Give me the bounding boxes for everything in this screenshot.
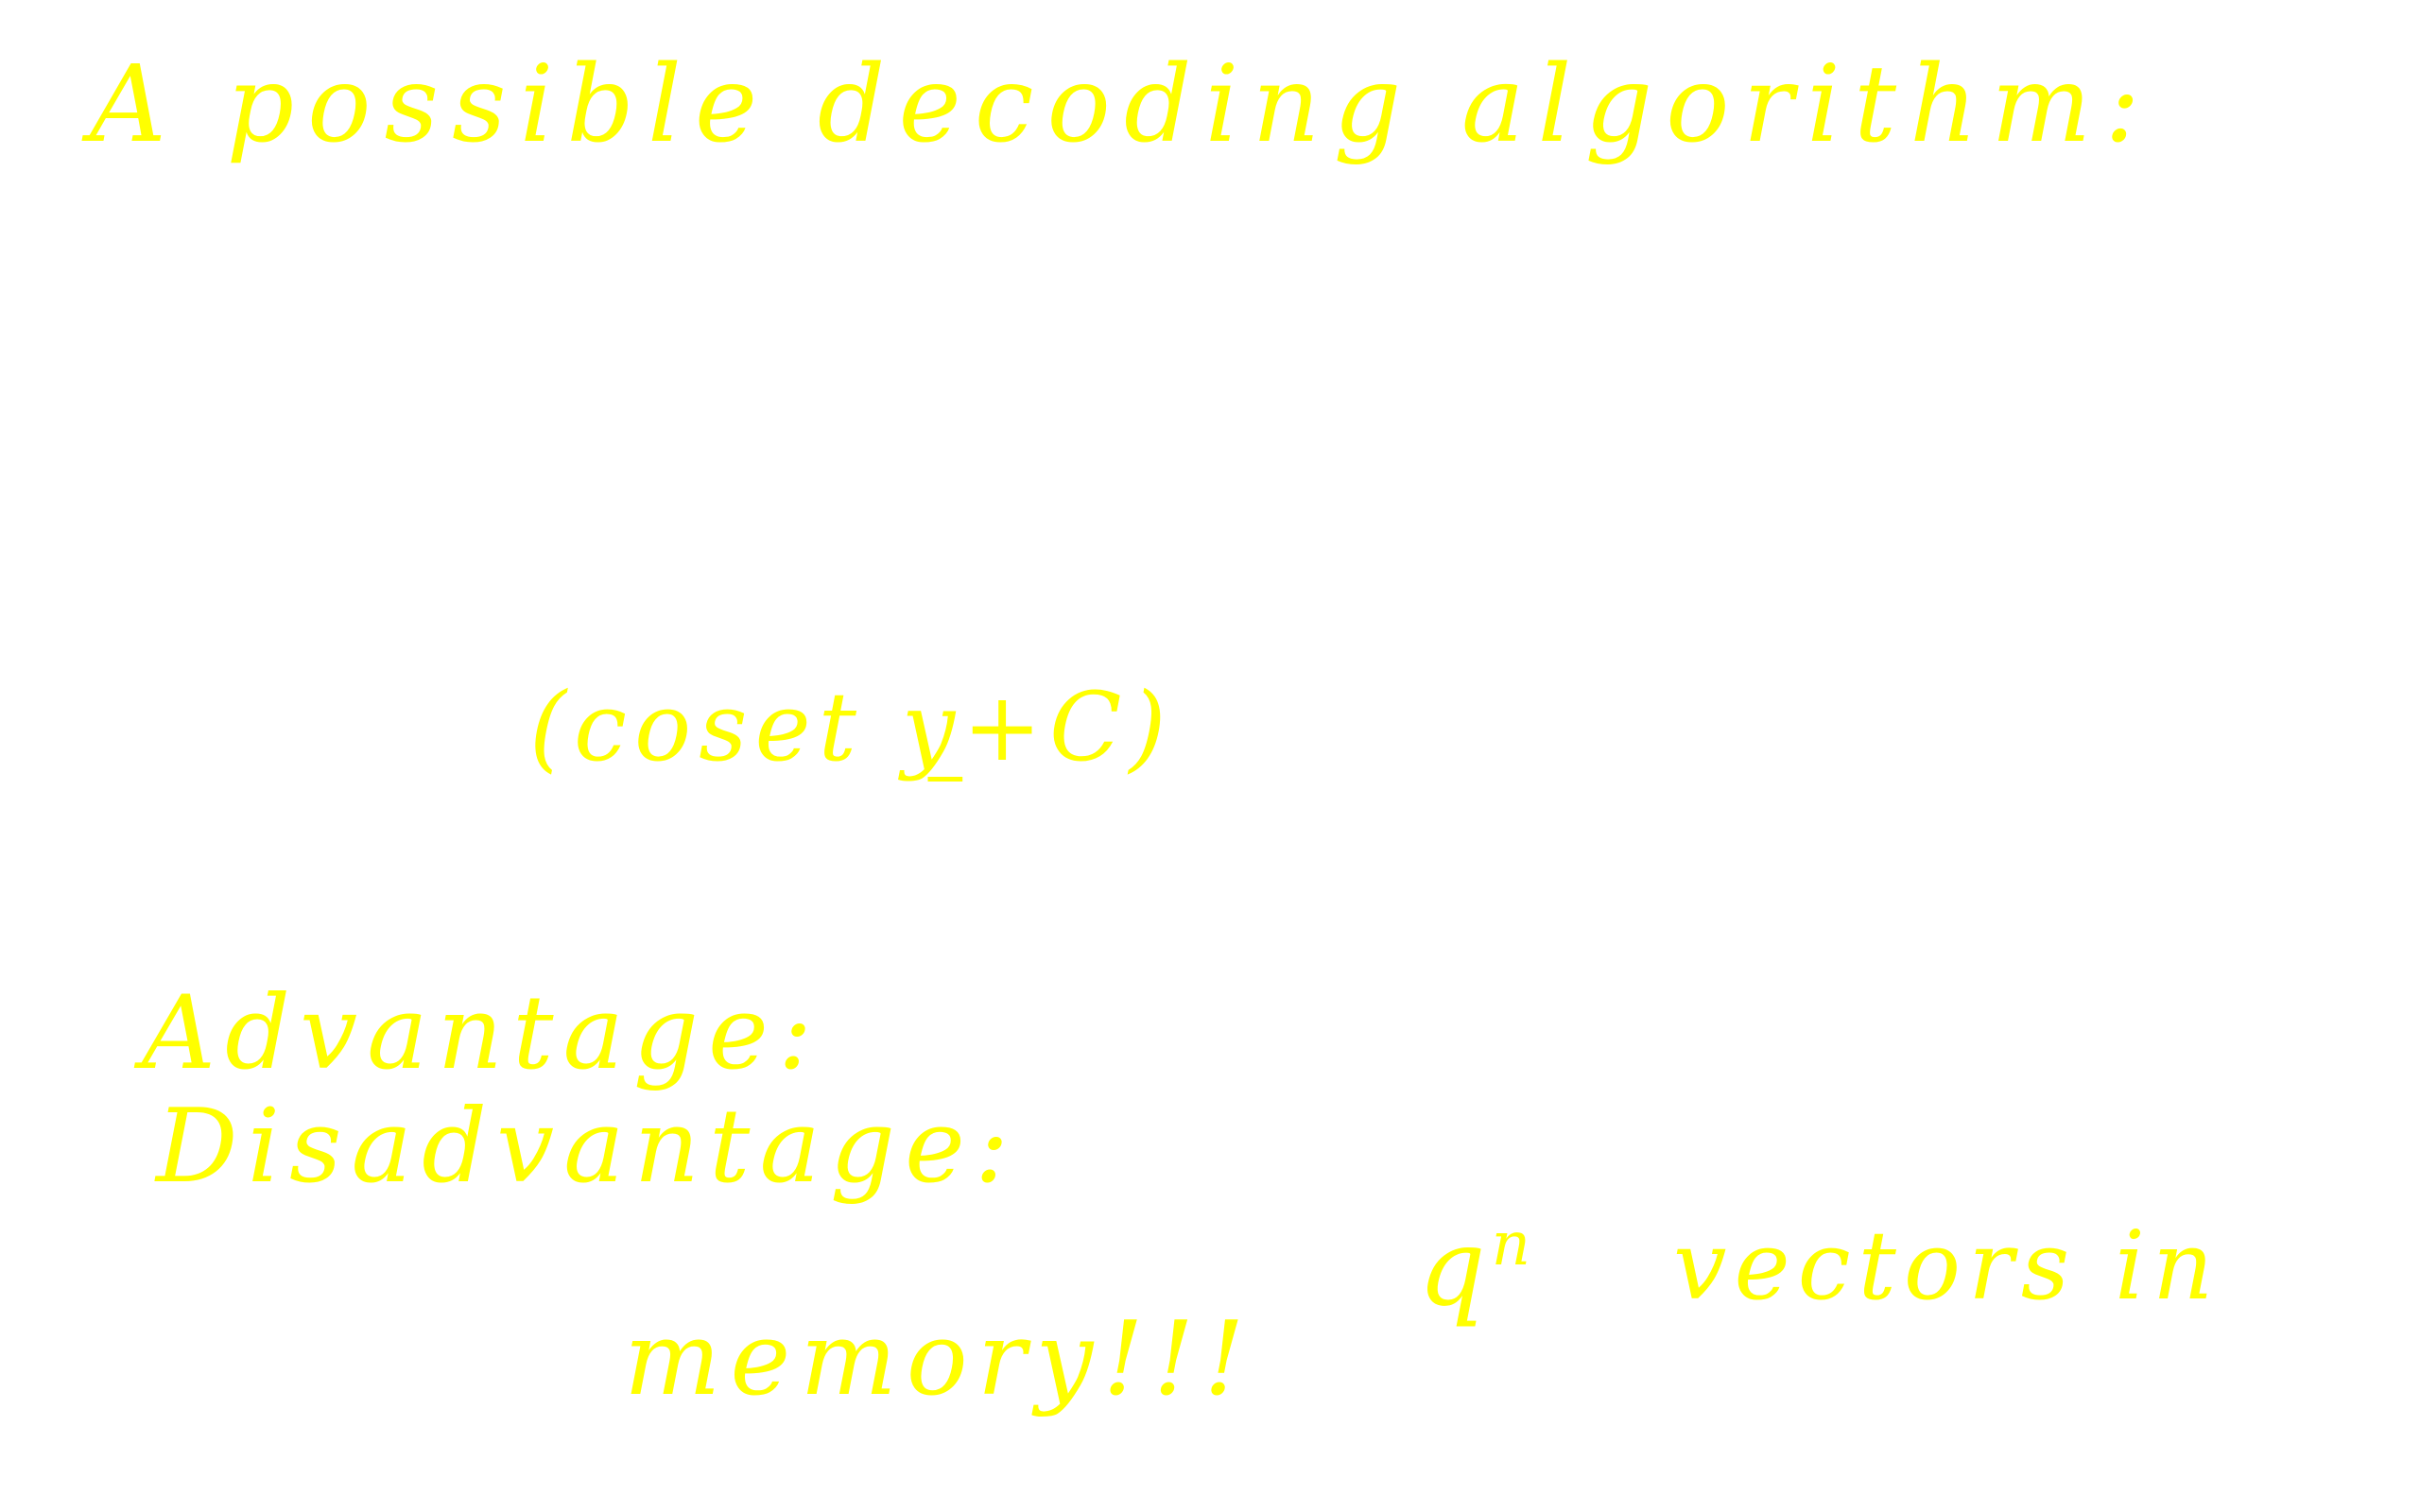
coset-vector-y: y xyxy=(901,672,963,782)
advantage-label: Advantage: xyxy=(142,974,822,1092)
heading-decoding-algorithm: A possible decoding algorithm: xyxy=(90,43,2154,166)
memory-text: memory!!! xyxy=(624,1300,1254,1418)
coset-close-text: +C) xyxy=(962,672,1174,782)
n-exponent: n xyxy=(1491,1210,1536,1280)
q-base: q xyxy=(1418,1207,1492,1330)
disadvantage-label: Disadvantage: xyxy=(156,1088,1019,1206)
coset-annotation: (coset y+C) xyxy=(529,680,1174,775)
coset-open-text: (coset xyxy=(529,672,902,782)
q-to-the-n: qn xyxy=(1418,1214,1536,1321)
vectors-in-text: vectors in xyxy=(1673,1211,2221,1321)
